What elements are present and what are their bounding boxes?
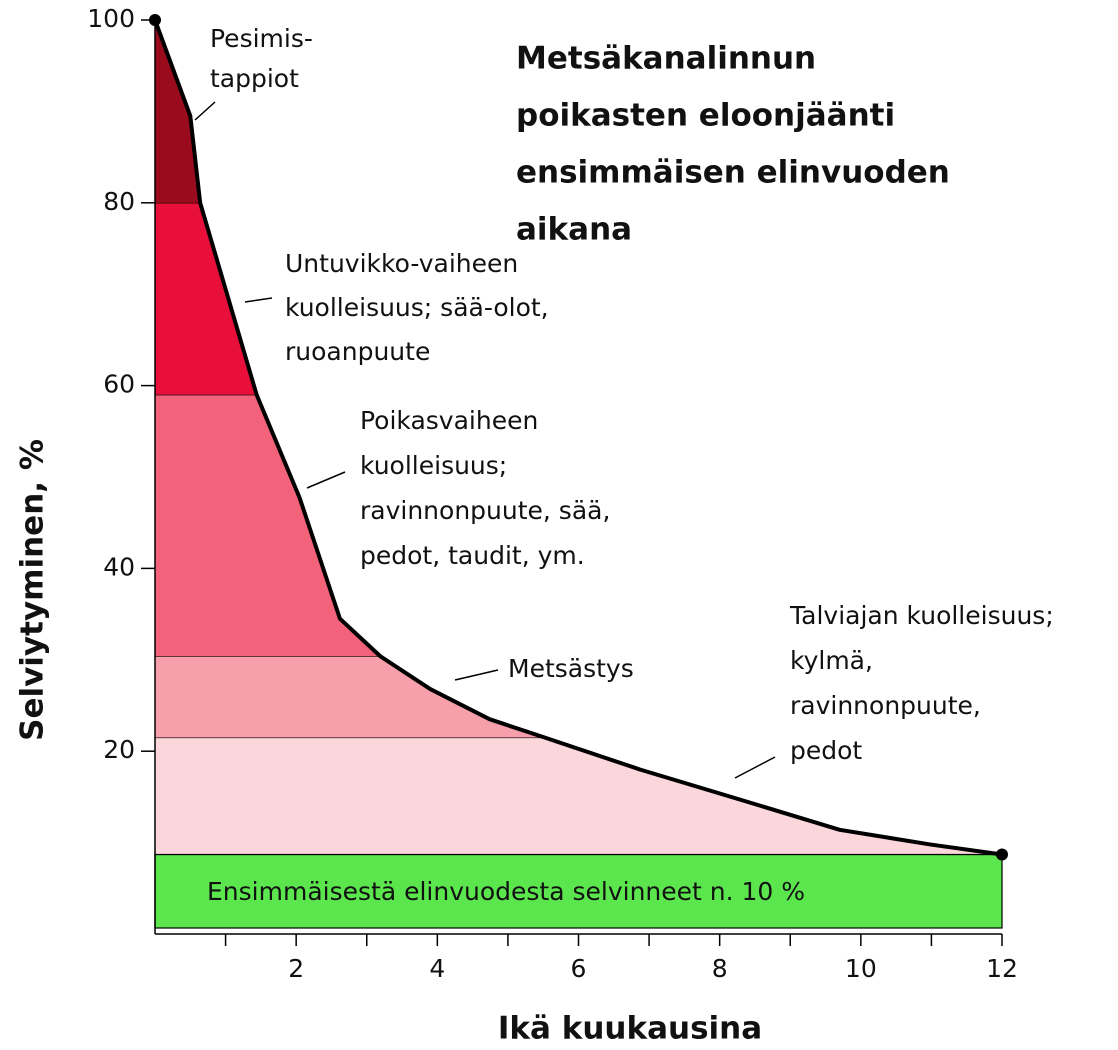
segment-label: ravinnonpuute, xyxy=(790,691,981,720)
segment-label: Untuvikko-vaiheen xyxy=(285,249,518,278)
segment-label: pedot, taudit, ym. xyxy=(360,541,585,570)
chart-title: ensimmäisen elinvuoden xyxy=(516,155,950,191)
segment-label: tappiot xyxy=(210,64,299,93)
x-tick-label: 6 xyxy=(571,954,587,983)
y-tick-label: 60 xyxy=(103,370,135,399)
segment-label: Talviajan kuolleisuus; xyxy=(789,601,1054,630)
chart-title: aikana xyxy=(516,212,632,248)
leader-line xyxy=(306,471,346,489)
leader-line xyxy=(244,297,273,303)
segment-label: Poikasvaiheen xyxy=(360,406,538,435)
segment-label: Metsästys xyxy=(508,654,634,683)
chart-title: Metsäkanalinnun xyxy=(516,41,816,77)
x-tick-label: 10 xyxy=(845,954,877,983)
y-tick-label: 20 xyxy=(103,735,135,764)
segment-label: Ensimmäisestä elinvuodesta selvinneet n.… xyxy=(207,877,805,906)
segment-label: ravinnonpuute, sää, xyxy=(360,496,610,525)
survival-curve xyxy=(153,19,1003,857)
segment-label: kuolleisuus; xyxy=(360,451,507,480)
leader-line xyxy=(734,756,776,779)
segment-label: kuolleisuus; sää-olot, xyxy=(285,293,549,322)
end-point xyxy=(996,848,1008,861)
segment-label: Pesimis- xyxy=(210,24,313,53)
x-axis-label: Ikä kuukausina xyxy=(498,1011,762,1047)
leader-line xyxy=(454,669,499,681)
y-tick-label: 100 xyxy=(87,4,135,33)
y-axis-label: Selviytyminen, % xyxy=(15,439,51,741)
end-point xyxy=(149,14,161,26)
band xyxy=(155,854,1002,928)
y-tick-label: 80 xyxy=(103,187,135,216)
y-tick-label: 40 xyxy=(103,552,135,581)
x-tick-label: 2 xyxy=(288,954,304,983)
x-tick-label: 12 xyxy=(986,954,1018,983)
segment-label: ruoanpuute xyxy=(285,337,430,366)
x-tick-label: 4 xyxy=(429,954,445,983)
x-tick-label: 8 xyxy=(712,954,728,983)
segment-label: kylmä, xyxy=(790,646,873,675)
segment-label: pedot xyxy=(790,736,862,765)
chart-title: poikasten eloonjäänti xyxy=(516,98,895,134)
leader-line xyxy=(194,101,216,121)
